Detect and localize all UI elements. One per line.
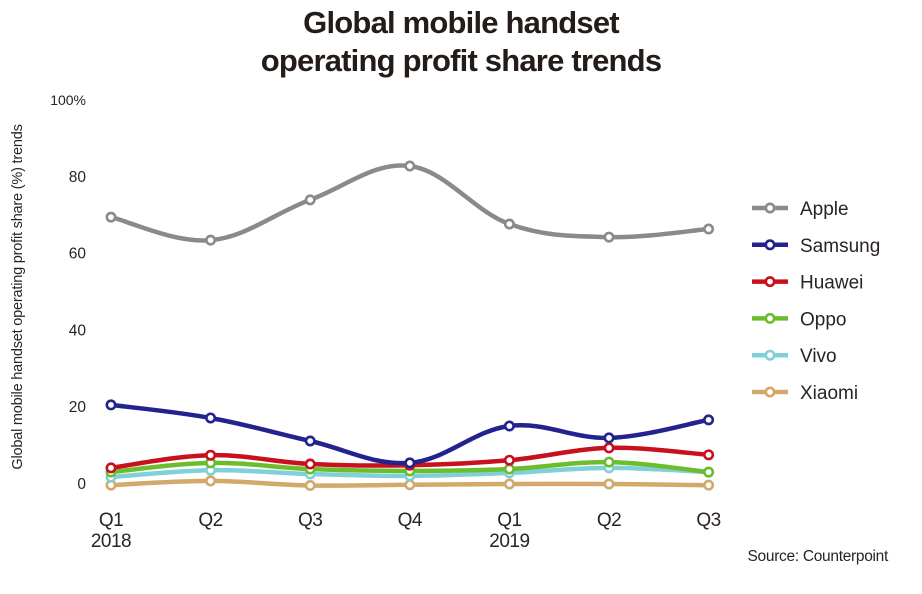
data-point-samsung bbox=[404, 457, 416, 469]
data-point-samsung bbox=[105, 399, 117, 411]
data-point-samsung bbox=[205, 412, 217, 424]
legend-swatch-marker bbox=[764, 312, 776, 324]
data-point-samsung bbox=[703, 414, 715, 426]
series-xiaomi bbox=[105, 475, 715, 492]
data-point-apple bbox=[703, 223, 715, 235]
y-tick-label: 80 bbox=[69, 169, 87, 186]
data-point-xiaomi bbox=[503, 478, 515, 490]
legend-label: Vivo bbox=[800, 346, 837, 367]
legend-item-oppo: Oppo bbox=[752, 309, 846, 330]
legend-item-apple: Apple bbox=[752, 199, 849, 220]
x-tick-year-label: 2019 bbox=[489, 531, 529, 552]
data-point-apple bbox=[304, 194, 316, 206]
series-lines bbox=[105, 160, 715, 492]
data-point-apple bbox=[404, 160, 416, 172]
y-tick-label: 20 bbox=[69, 399, 87, 416]
y-tick-label: 40 bbox=[69, 322, 87, 339]
x-tick-label: Q4 bbox=[398, 510, 423, 531]
y-tick-label: 0 bbox=[77, 476, 86, 493]
data-point-apple bbox=[603, 231, 615, 243]
legend-swatch-marker bbox=[764, 239, 776, 251]
data-point-xiaomi bbox=[703, 479, 715, 491]
data-point-oppo bbox=[703, 466, 715, 478]
legend: Apple Samsung Huawei Oppo Vivo Xiaomi bbox=[752, 199, 880, 404]
data-point-samsung bbox=[304, 435, 316, 447]
x-tick-label: Q1 bbox=[497, 510, 521, 531]
legend-item-xiaomi: Xiaomi bbox=[752, 383, 858, 404]
legend-item-samsung: Samsung bbox=[752, 236, 880, 257]
series-apple bbox=[105, 160, 715, 246]
data-point-huawei bbox=[603, 442, 615, 454]
legend-item-vivo: Vivo bbox=[752, 346, 837, 367]
legend-swatch-marker bbox=[764, 386, 776, 398]
source-note: Source: Counterpoint bbox=[747, 548, 889, 565]
legend-item-huawei: Huawei bbox=[752, 273, 863, 294]
data-point-samsung bbox=[503, 420, 515, 432]
legend-label: Huawei bbox=[800, 273, 863, 294]
series-line-apple bbox=[108, 163, 711, 243]
data-point-oppo bbox=[503, 463, 515, 475]
data-point-huawei bbox=[205, 449, 217, 461]
data-point-huawei bbox=[703, 449, 715, 461]
legend-swatch-marker bbox=[764, 202, 776, 214]
series-samsung bbox=[105, 399, 715, 469]
data-point-huawei bbox=[503, 454, 515, 466]
y-axis-ticks: 0 20 40 60 80 100% bbox=[50, 92, 86, 493]
legend-swatch-marker bbox=[764, 276, 776, 288]
data-point-xiaomi bbox=[603, 478, 615, 490]
legend-label: Oppo bbox=[800, 309, 846, 330]
x-tick-year-label: 2018 bbox=[91, 531, 131, 552]
legend-label: Apple bbox=[800, 199, 849, 220]
chart-title-line-2: operating profit share trends bbox=[260, 43, 662, 78]
data-point-xiaomi bbox=[304, 480, 316, 492]
data-point-xiaomi bbox=[205, 475, 217, 487]
data-point-apple bbox=[503, 218, 515, 230]
series-oppo bbox=[105, 456, 715, 478]
legend-label: Xiaomi bbox=[800, 383, 858, 404]
data-point-huawei bbox=[304, 458, 316, 470]
data-point-oppo bbox=[603, 456, 615, 468]
chart-title-line-1: Global mobile handset bbox=[303, 5, 619, 40]
chart-title: Global mobile handset operating profit s… bbox=[0, 4, 922, 80]
x-tick-label: Q1 bbox=[99, 510, 123, 531]
data-point-huawei bbox=[105, 462, 117, 474]
x-tick-label: Q2 bbox=[597, 510, 621, 531]
y-tick-label: 100% bbox=[50, 92, 86, 108]
x-tick-label: Q3 bbox=[298, 510, 322, 531]
x-tick-label: Q2 bbox=[198, 510, 222, 531]
data-point-apple bbox=[205, 234, 217, 246]
data-point-apple bbox=[105, 211, 117, 223]
data-point-xiaomi bbox=[404, 479, 416, 491]
legend-label: Samsung bbox=[800, 236, 880, 257]
y-tick-label: 60 bbox=[69, 246, 87, 263]
data-point-samsung bbox=[603, 432, 615, 444]
legend-swatch-marker bbox=[764, 349, 776, 361]
x-tick-label: Q3 bbox=[696, 510, 720, 531]
